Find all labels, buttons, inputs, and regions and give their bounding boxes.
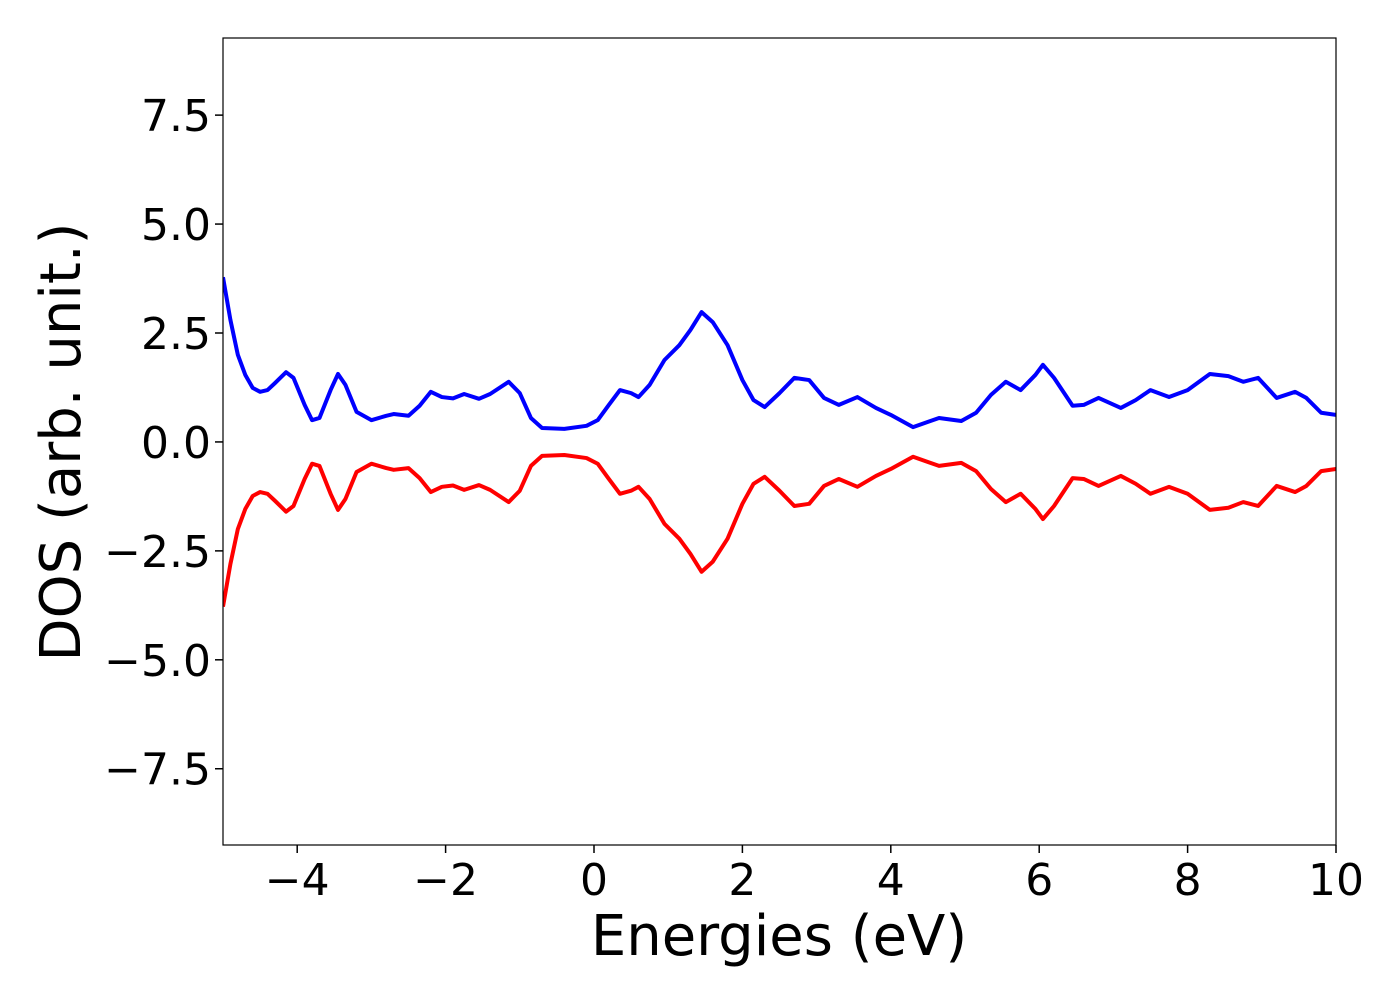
x-tick-label: 6 bbox=[1025, 855, 1053, 906]
y-tick-label: −5.0 bbox=[104, 636, 211, 687]
x-tick-label: 0 bbox=[580, 855, 608, 906]
x-tick-label: −4 bbox=[265, 855, 330, 906]
x-tick-label: 8 bbox=[1174, 855, 1202, 906]
y-tick-label: 0.0 bbox=[141, 418, 211, 469]
y-tick-label: −7.5 bbox=[104, 745, 211, 796]
y-tick-label: 2.5 bbox=[141, 309, 211, 360]
line-series bbox=[223, 276, 1336, 431]
x-axis-label: Energies (eV) bbox=[591, 904, 967, 969]
x-tick-label: 2 bbox=[728, 855, 756, 906]
x-tick-label: −2 bbox=[413, 855, 478, 906]
y-tick-label: 7.5 bbox=[141, 91, 211, 142]
y-tick-label: 5.0 bbox=[141, 200, 211, 251]
x-tick-label: 10 bbox=[1308, 855, 1364, 906]
y-tick-label: −2.5 bbox=[104, 527, 211, 578]
line-series bbox=[223, 453, 1336, 607]
plot-frame bbox=[222, 37, 1337, 846]
x-tick-label: 4 bbox=[877, 855, 905, 906]
y-axis-label: DOS (arb. unit.) bbox=[29, 222, 94, 661]
